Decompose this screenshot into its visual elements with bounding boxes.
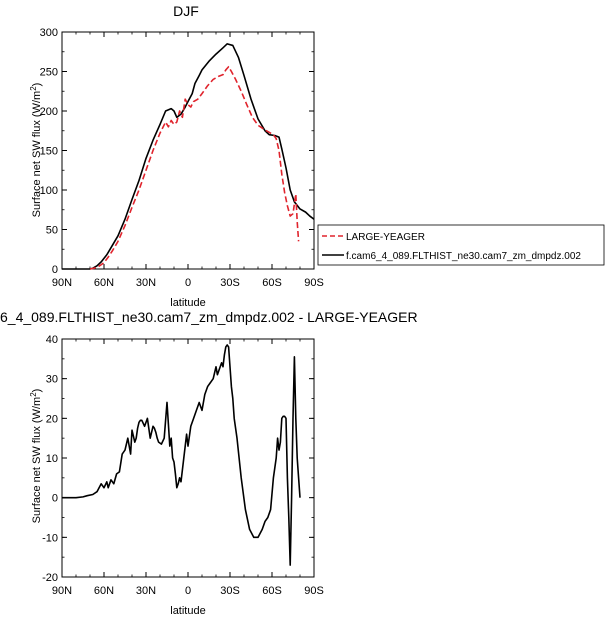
bottom-y-tick-label: -10 (42, 532, 58, 544)
bottom-chart-plot: 90N 60N 30N 0 30S 60S 90S -20 -10 0 10 20 30 40 (42, 334, 324, 597)
top-chart-x-axis-label: latitude (170, 297, 205, 309)
bottom-y-label-close: ) (31, 389, 43, 393)
chart-legend: LARGE-YEAGER f.cam6_4_089.FLTHIST_ne30.c… (317, 224, 605, 266)
top-y-tick-label: 50 (46, 225, 58, 237)
bottom-y-label-text: Surface net SW flux (W/m (31, 397, 43, 524)
bottom-y-tick-label: 40 (46, 334, 58, 346)
top-x-tick-label: 60N (94, 277, 114, 289)
bottom-chart-x-axis-label: latitude (170, 605, 205, 617)
bottom-y-label-sup: 2 (29, 392, 38, 397)
top-series-line-0 (62, 43, 315, 270)
top-y-tick-label: 100 (40, 185, 58, 197)
bottom-series-line-0 (62, 344, 301, 566)
top-y-tick-label: 0 (52, 264, 58, 276)
top-chart-y-axis-label: Surface net SW flux (W/m2) (29, 83, 43, 218)
top-y-tick-label: 200 (40, 106, 58, 118)
top-x-tick-label: 90N (52, 277, 72, 289)
top-chart-plot: 90N 60N 30N 0 30S 60S 90S 0 50 100 150 200 250 300 (40, 27, 324, 289)
bottom-y-tick-label: -20 (42, 572, 58, 584)
top-y-tick-label: 150 (40, 146, 58, 158)
bottom-x-tick-label: 60N (94, 585, 114, 597)
top-y-tick-label: 300 (40, 27, 58, 39)
top-y-tick-label: 250 (40, 67, 58, 79)
top-plot-frame (61, 31, 315, 270)
top-x-tick-label: 30S (220, 277, 240, 289)
bottom-x-tick-label: 30S (220, 585, 240, 597)
bottom-chart-title: 6_4_089.FLTHIST_ne30.cam7_zm_dmpdz.002 -… (0, 309, 418, 325)
svg-text:Surface net SW flux (W/m2): Surface net SW flux (W/m2) (29, 389, 43, 524)
top-x-tick-label: 0 (185, 277, 191, 289)
svg-text:Surface net SW flux (W/m2): Surface net SW flux (W/m2) (29, 83, 43, 218)
bottom-x-tick-label: 60S (262, 585, 282, 597)
top-x-tick-label: 30N (136, 277, 156, 289)
bottom-x-tick-label: 90N (52, 585, 72, 597)
top-y-label-text: Surface net SW flux (W/m (31, 91, 43, 218)
top-x-tick-label: 60S (262, 277, 282, 289)
top-x-tick-label: 90S (304, 277, 324, 289)
bottom-y-tick-label: 0 (52, 493, 58, 505)
top-series-line-1 (89, 65, 300, 270)
bottom-chart: 6_4_089.FLTHIST_ne30.cam7_zm_dmpdz.002 -… (0, 309, 418, 617)
bottom-y-tick-label: 10 (46, 453, 58, 465)
top-chart-title: DJF (173, 3, 199, 19)
bottom-x-tick-label: 30N (136, 585, 156, 597)
legend-label-large-yeager: LARGE-YEAGER (346, 232, 425, 243)
bottom-y-tick-label: 30 (46, 374, 58, 386)
top-chart: DJF 90N 60N 30N 0 30S 60S 90S 0 50 100 150 200 250 30… (29, 3, 324, 309)
bottom-chart-y-axis-label: Surface net SW flux (W/m2) (29, 389, 43, 524)
legend-box (317, 224, 605, 266)
bottom-y-tick-label: 20 (46, 413, 58, 425)
bottom-x-tick-label: 90S (304, 585, 324, 597)
top-y-label-close: ) (31, 83, 43, 87)
top-y-label-sup: 2 (29, 86, 38, 91)
bottom-x-tick-label: 0 (185, 585, 191, 597)
legend-label-cam6: f.cam6_4_089.FLTHIST_ne30.cam7_zm_dmpdz.… (346, 251, 581, 262)
